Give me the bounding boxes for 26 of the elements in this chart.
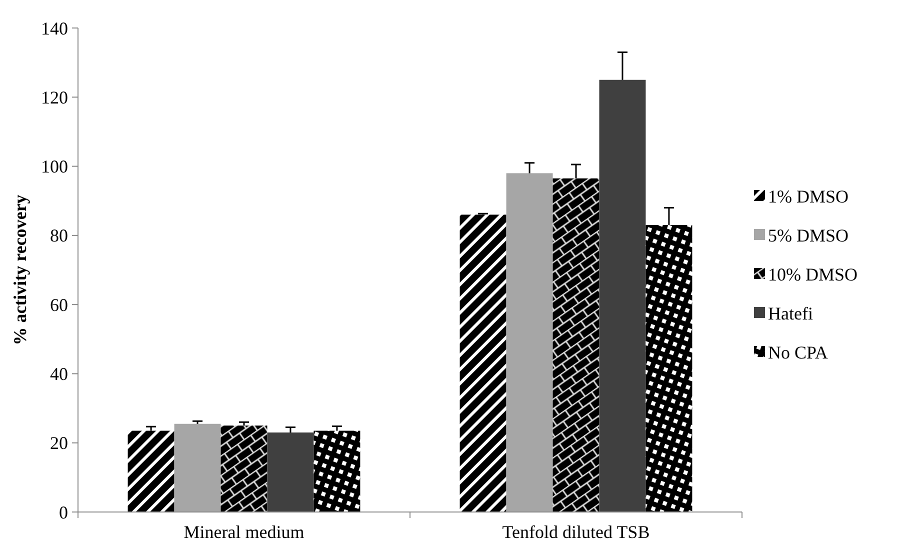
bar <box>174 424 221 512</box>
y-tick-label: 80 <box>50 226 68 246</box>
legend-label: 5% DMSO <box>768 225 849 246</box>
legend-label: No CPA <box>768 342 828 362</box>
y-tick-label: 40 <box>50 364 68 384</box>
legend-label: 10% DMSO <box>768 264 858 284</box>
bar <box>128 430 174 512</box>
y-tick-label: 20 <box>50 433 68 454</box>
bar <box>552 178 600 512</box>
bar <box>220 426 268 512</box>
y-tick-label: 140 <box>41 18 68 38</box>
y-tick-label: 0 <box>59 502 68 522</box>
legend-label: 1% DMSO <box>768 186 849 206</box>
x-tick-label: Tenfold diluted TSB <box>502 522 650 542</box>
x-tick-label: Mineral medium <box>184 522 304 542</box>
bar <box>460 214 506 512</box>
legend-label: Hatefi <box>768 303 813 324</box>
y-tick-label: 100 <box>41 156 68 177</box>
bar <box>506 173 553 512</box>
bar <box>314 430 360 512</box>
bar <box>267 432 314 512</box>
y-axis-title: % activity recovery <box>10 194 30 346</box>
y-tick-label: 60 <box>50 294 68 315</box>
bar <box>599 80 646 512</box>
bar <box>646 225 692 512</box>
y-tick-label: 120 <box>41 87 68 108</box>
